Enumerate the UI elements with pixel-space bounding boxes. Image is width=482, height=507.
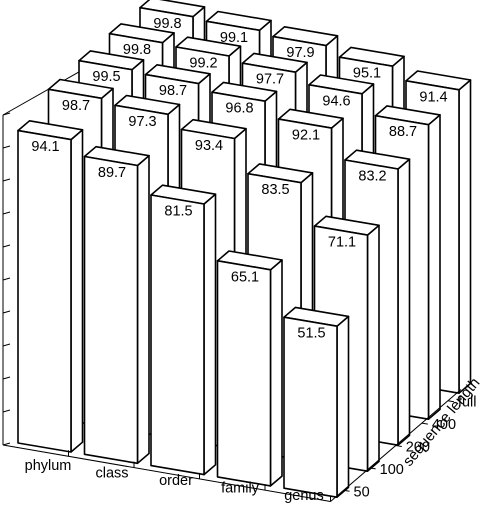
depth-tick-label: 100 [380,462,404,478]
bar-value-label: 83.2 [358,168,386,184]
bar-side [336,315,350,499]
bar-side [427,114,441,421]
z-tick [2,409,11,413]
bar-value-label: 92.1 [292,128,320,144]
bar-side [136,154,150,465]
z-tick [2,277,11,281]
bar-value-label: 91.4 [419,89,447,105]
bar-value-label: 99.1 [220,30,248,46]
bar-side [397,158,411,447]
bar-value-label: 51.5 [297,326,325,342]
x-tick-label: genus [284,488,324,504]
bar-value-label: 89.7 [98,165,126,181]
bar-genus-50: 51.5 [283,306,350,499]
bar-value-label: 71.1 [328,235,356,251]
bar-front [216,259,272,487]
bar-value-label: 99.2 [189,55,217,71]
depth-tick [421,422,428,425]
bar-value-label: 65.1 [231,269,259,285]
bar-side [366,224,380,473]
bar-value-label: 96.8 [225,101,253,117]
depth-tick [369,467,376,470]
bar-value-label: 98.7 [159,83,187,99]
bar-value-label: 94.6 [322,93,350,109]
depth-tick [447,400,455,403]
x-tick-label: phylum [25,458,72,474]
x-tick-label: order [159,473,193,489]
bar-value-label: 88.7 [389,124,417,140]
bar-value-label: 81.5 [164,204,192,220]
depth-tick-label: 50 [354,484,370,500]
bars-group: 99.8 99.1 97.9 95.1 91.4 99.8 99.2 97.7 94.6 88.7… [17,0,472,499]
bar-side [203,193,217,476]
bar-family-50: 65.1 [216,250,283,487]
bar-front [150,194,205,476]
bar-order-50: 81.5 [150,184,217,476]
z-tick [2,178,11,182]
depth-tick-label: 200 [406,440,430,456]
bar-value-label: 98.7 [62,98,90,114]
bar-phylum-50: 94.1 [17,120,84,453]
depth-tick-label: 400 [432,417,456,433]
z-tick [2,310,11,314]
z-tick [2,145,11,149]
x-tick-label: class [95,466,128,482]
bar-value-label: 97.3 [128,114,156,130]
bar-value-label: 97.9 [286,45,314,61]
bar-side [269,259,283,487]
bar-front [17,129,72,453]
bar-value-label: 99.8 [123,42,151,58]
bar-value-label: 83.5 [261,182,289,198]
bar-value-label: 94.1 [31,139,59,155]
bar-value-label: 95.1 [353,66,381,82]
x-axis-line [2,444,331,502]
chart-front-frame [2,389,462,502]
bar-side [458,79,472,395]
bar-value-label: 97.7 [256,72,284,88]
z-tick [2,211,11,215]
x-tick-label: family [221,481,260,497]
bar-front [83,155,139,465]
z-tick [2,244,11,248]
depth-tick [395,445,402,447]
bar-front [283,316,338,499]
z-tick [2,442,11,446]
z-tick [2,376,11,380]
bar-value-label: 93.4 [195,138,223,154]
bar-value-label: 99.5 [92,69,120,85]
z-tick [2,343,11,347]
bar-class-50: 89.7 [83,145,150,465]
bar-value-label: 99.8 [153,16,181,32]
depth-tick [343,489,350,492]
bar-side [70,129,84,453]
depth-tick-label: full [458,395,477,411]
z-tick [2,112,11,116]
